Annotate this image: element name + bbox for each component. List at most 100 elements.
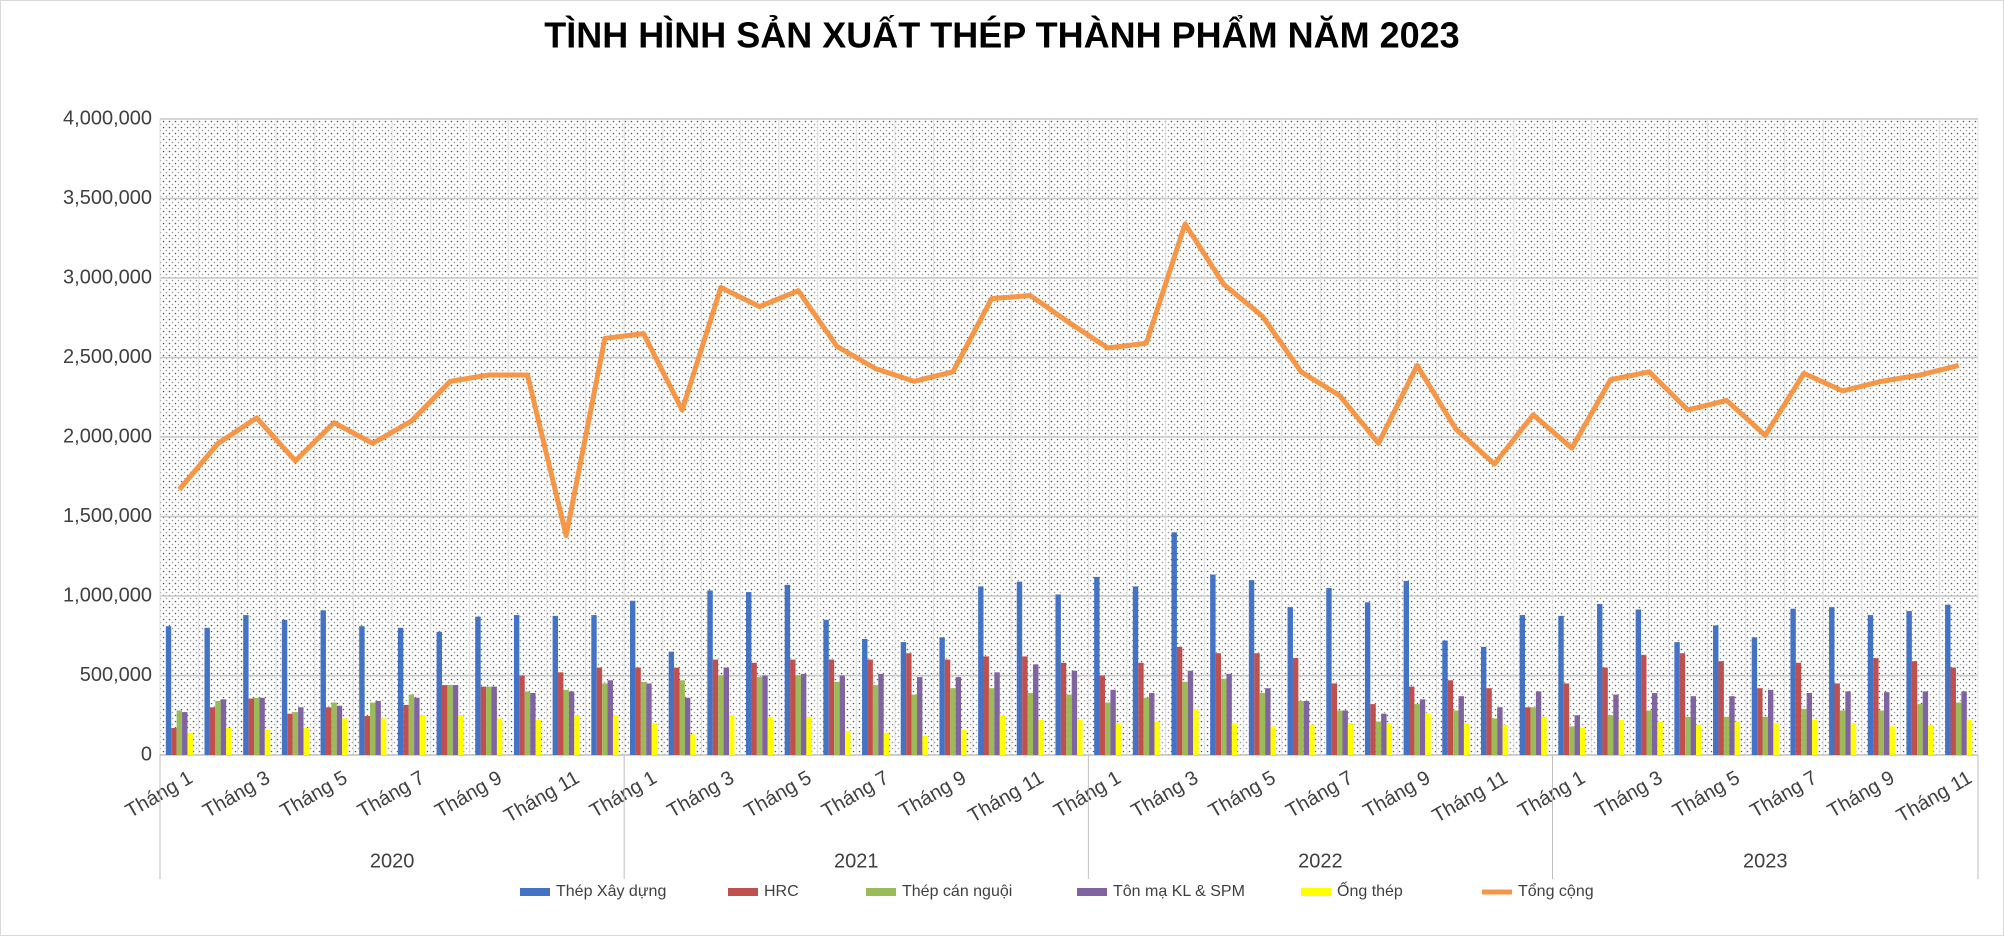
bar bbox=[320, 610, 326, 755]
bar bbox=[419, 715, 425, 755]
bar bbox=[1265, 688, 1271, 755]
bar bbox=[1176, 646, 1183, 755]
bar bbox=[496, 718, 503, 755]
bar bbox=[1596, 603, 1603, 755]
bar bbox=[1713, 625, 1719, 755]
bar bbox=[513, 615, 520, 755]
bar bbox=[1966, 720, 1973, 755]
bar bbox=[1149, 692, 1155, 755]
legend-swatch bbox=[728, 888, 758, 896]
bar bbox=[342, 718, 348, 755]
bar bbox=[994, 672, 1000, 755]
bar bbox=[1071, 670, 1078, 755]
legend-swatch bbox=[520, 888, 550, 896]
bar bbox=[1215, 653, 1222, 755]
bar bbox=[784, 584, 791, 755]
bar bbox=[1480, 646, 1487, 755]
bar bbox=[1579, 727, 1586, 755]
bar bbox=[1414, 704, 1420, 755]
line bbox=[177, 221, 1960, 539]
bar bbox=[1463, 723, 1470, 755]
bar bbox=[646, 683, 652, 755]
bar bbox=[1027, 692, 1034, 755]
bar bbox=[790, 659, 796, 755]
bar bbox=[209, 707, 216, 755]
bar bbox=[530, 692, 536, 755]
bar bbox=[1773, 723, 1779, 755]
bar bbox=[767, 716, 774, 755]
bar bbox=[1950, 667, 1956, 755]
bar bbox=[1955, 702, 1962, 755]
bar bbox=[519, 675, 525, 755]
bar bbox=[574, 715, 580, 755]
bar bbox=[635, 667, 641, 755]
bar bbox=[187, 732, 193, 755]
bar bbox=[171, 727, 177, 755]
bar bbox=[916, 677, 923, 755]
bar bbox=[1110, 689, 1116, 755]
bar bbox=[922, 735, 928, 755]
bar bbox=[728, 715, 735, 755]
bar bbox=[475, 616, 481, 755]
bar bbox=[823, 619, 829, 755]
y-tick-label: 2,500,000 bbox=[63, 346, 152, 368]
bar bbox=[563, 689, 569, 755]
bar bbox=[999, 715, 1006, 755]
bar bbox=[1674, 642, 1680, 755]
bar bbox=[1873, 658, 1879, 755]
bar bbox=[602, 683, 608, 755]
y-tick-label: 0 bbox=[141, 743, 152, 765]
legend-label: Ống thép bbox=[1337, 880, 1403, 900]
bar bbox=[1491, 718, 1498, 755]
bar bbox=[1801, 708, 1807, 755]
legend-label: Thép Xây dựng bbox=[556, 883, 666, 900]
bar bbox=[1657, 721, 1663, 755]
bar bbox=[1248, 580, 1255, 755]
bar bbox=[535, 720, 542, 755]
bar bbox=[756, 677, 763, 755]
y-tick-label: 1,000,000 bbox=[63, 584, 152, 606]
bar bbox=[1762, 716, 1768, 755]
bar bbox=[1867, 615, 1874, 755]
bar bbox=[1525, 707, 1531, 755]
bar bbox=[679, 680, 685, 755]
bar bbox=[1115, 723, 1122, 755]
bar bbox=[458, 715, 464, 755]
bar bbox=[165, 626, 172, 755]
bar bbox=[287, 713, 293, 755]
bar bbox=[1878, 710, 1885, 755]
bar bbox=[1535, 691, 1542, 755]
bar bbox=[988, 688, 995, 755]
bar bbox=[441, 685, 448, 755]
bar bbox=[983, 656, 989, 755]
bar bbox=[707, 590, 713, 755]
bar bbox=[524, 691, 531, 755]
bar bbox=[370, 702, 376, 755]
bar bbox=[955, 677, 962, 755]
bar bbox=[1530, 707, 1536, 755]
bar bbox=[1757, 688, 1763, 755]
bar bbox=[1839, 710, 1846, 755]
bar bbox=[491, 686, 497, 755]
bar bbox=[1292, 658, 1299, 755]
bar bbox=[591, 615, 597, 755]
bar bbox=[1326, 588, 1332, 755]
bar bbox=[883, 732, 890, 755]
chart-title: TÌNH HÌNH SẢN XUẤT THÉP THÀNH PHẨM NĂM 2… bbox=[544, 14, 1459, 56]
bar bbox=[1519, 615, 1526, 755]
bar bbox=[746, 592, 752, 755]
bar bbox=[668, 651, 675, 755]
bar bbox=[558, 672, 564, 755]
group-label: 2021 bbox=[834, 850, 879, 872]
legend-swatch bbox=[866, 888, 896, 896]
bar bbox=[762, 675, 768, 755]
bar bbox=[1055, 594, 1061, 755]
bar bbox=[1143, 697, 1150, 755]
bar bbox=[1734, 721, 1741, 755]
bar bbox=[397, 627, 404, 755]
bar bbox=[1486, 688, 1492, 755]
bar bbox=[878, 673, 884, 755]
bar bbox=[944, 659, 951, 755]
bar bbox=[690, 734, 696, 755]
bar bbox=[651, 723, 658, 755]
